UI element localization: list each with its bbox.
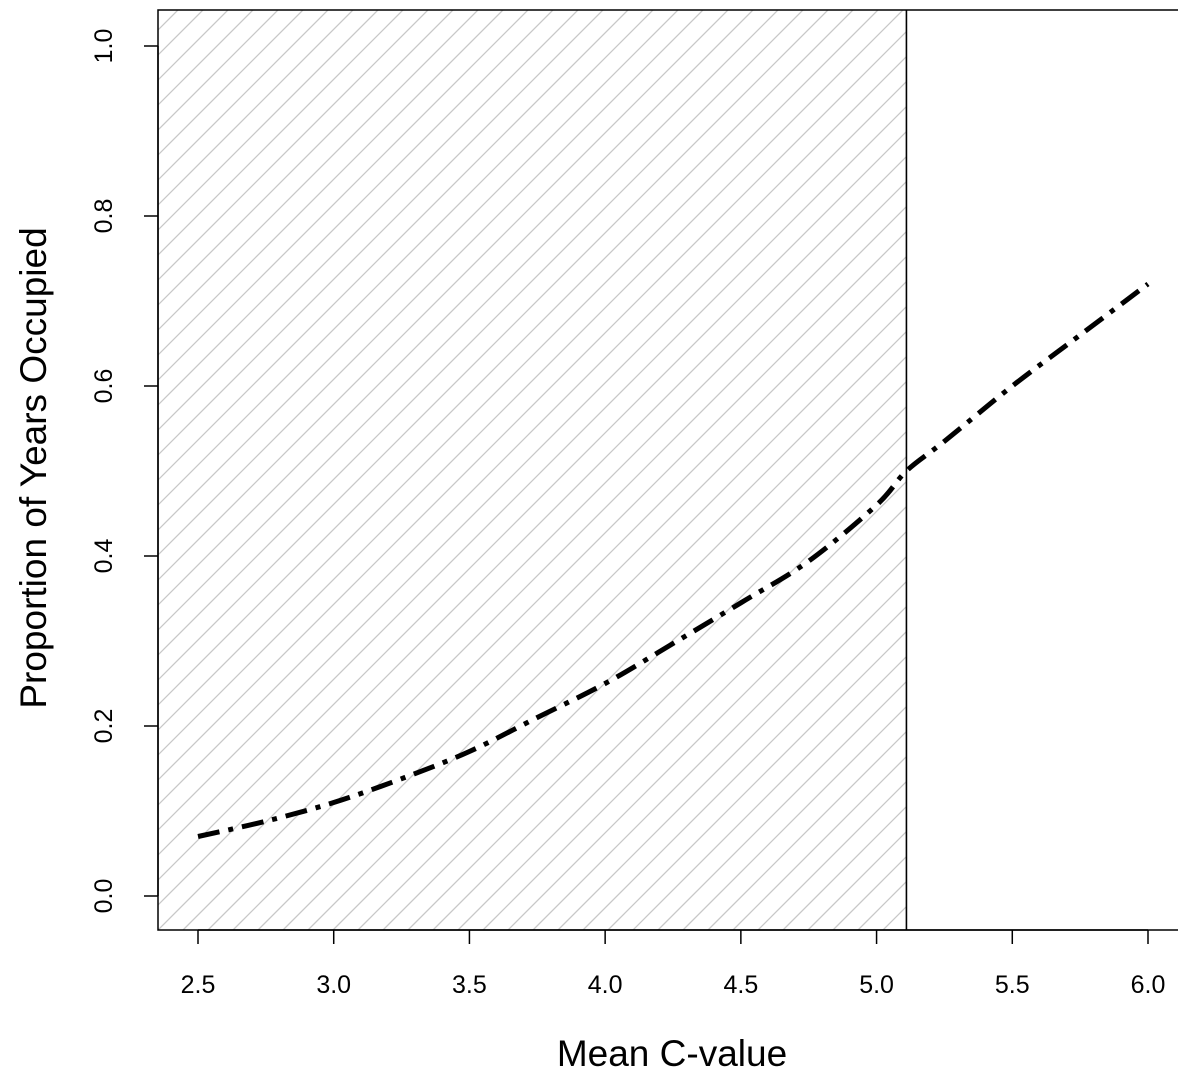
hatch-line — [158, 30, 907, 781]
hatch-line — [532, 555, 907, 930]
hatch-line — [158, 130, 907, 881]
hatch-line — [882, 905, 907, 930]
hatch-line — [158, 10, 879, 731]
hatch-line — [432, 455, 907, 930]
hatch-line — [158, 10, 904, 756]
x-tick-label: 2.5 — [181, 971, 216, 999]
hatch-line — [158, 10, 304, 156]
hatch-line — [382, 405, 907, 930]
hatch-line — [282, 305, 907, 930]
hatch-line — [158, 55, 907, 806]
hatch-line — [332, 355, 907, 930]
hatch-line — [158, 10, 654, 506]
series-line — [197, 282, 1150, 839]
hatch-line — [232, 255, 907, 930]
hatched-region — [158, 0, 1178, 930]
hatch-line — [607, 630, 907, 930]
hatch-line — [158, 80, 907, 831]
hatch-line — [257, 280, 907, 930]
y-axis: 0.0 0.2 0.4 0.6 0.8 1.0 — [90, 29, 159, 914]
x-tick-label: 6.0 — [1131, 971, 1166, 999]
hatch-line — [158, 10, 829, 681]
hatch-line — [158, 10, 729, 581]
x-tick-label: 5.5 — [995, 971, 1030, 999]
hatch-line — [307, 330, 907, 930]
x-tick-label: 3.0 — [316, 971, 351, 999]
hatch-line — [158, 10, 329, 181]
hatch-line — [407, 430, 907, 930]
hatch-line — [457, 480, 907, 930]
hatch-line — [158, 10, 854, 706]
y-tick-label: 0.8 — [90, 199, 118, 234]
hatch-line — [158, 10, 479, 331]
hatch-line — [158, 10, 554, 406]
hatch-line — [158, 10, 504, 356]
hatch-line — [933, 0, 1178, 930]
x-axis: 2.5 3.0 3.5 4.0 4.5 5.0 5.5 6.0 — [181, 929, 1166, 999]
hatch-line — [207, 230, 907, 930]
hatch-line — [507, 530, 907, 930]
hatch-line — [158, 10, 354, 206]
hatch-line — [158, 10, 379, 231]
x-tick-label: 4.0 — [588, 971, 623, 999]
y-axis-title: Proportion of Years Occupied — [13, 227, 54, 708]
y-tick-label: 0.6 — [90, 369, 118, 404]
hatch-line — [158, 10, 629, 481]
hatch-line — [158, 10, 779, 631]
hatch-line — [807, 830, 907, 930]
y-tick-label: 0.4 — [90, 539, 118, 574]
hatch-line — [707, 730, 907, 930]
hatch-line — [757, 780, 907, 930]
hatch-line — [582, 605, 907, 930]
hatch-line — [158, 10, 404, 256]
hatch-line — [732, 755, 907, 930]
hatch-line — [158, 10, 704, 556]
y-tick-label: 0.2 — [90, 709, 118, 744]
hatch-line — [632, 655, 907, 930]
y-tick-label: 0.0 — [90, 879, 118, 914]
hatch-line — [158, 10, 604, 456]
hatch-line — [158, 180, 907, 930]
hatch-line — [158, 10, 804, 656]
hatch-line — [158, 10, 579, 431]
hatch-line — [158, 10, 529, 381]
hatch-line — [482, 505, 907, 930]
hatch-line — [782, 805, 907, 930]
hatch-line — [832, 855, 907, 930]
y-tick-label: 1.0 — [90, 29, 118, 64]
hatch-line — [182, 205, 907, 930]
hatch-line — [557, 580, 907, 930]
hatch-line — [158, 10, 429, 281]
x-tick-label: 4.5 — [723, 971, 758, 999]
x-tick-label: 3.5 — [452, 971, 487, 999]
hatch-line — [908, 0, 1178, 930]
hatch-line — [158, 155, 907, 906]
x-axis-title: Mean C-value — [557, 1033, 787, 1074]
hatch-line — [657, 680, 907, 930]
hatch-line — [158, 105, 907, 856]
hatch-line — [158, 10, 454, 306]
hatch-line — [357, 380, 907, 930]
hatch-line — [158, 10, 679, 531]
hatch-line — [158, 10, 754, 606]
hatch-line — [682, 705, 907, 930]
x-tick-label: 5.0 — [859, 971, 894, 999]
